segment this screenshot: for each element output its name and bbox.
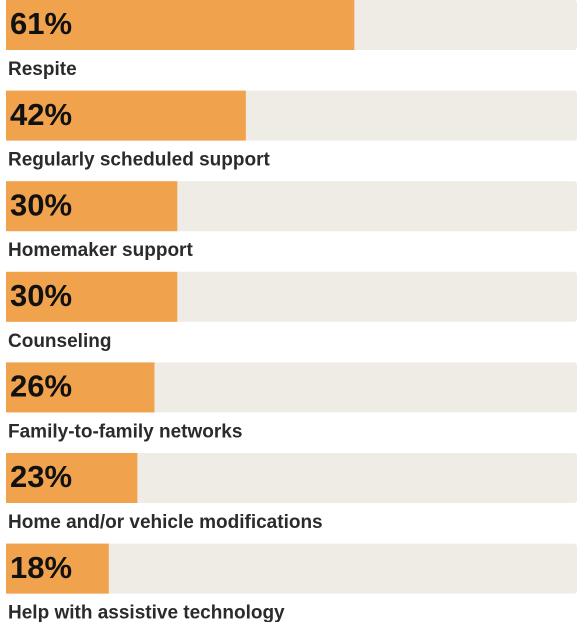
- value-label: 42%: [10, 97, 72, 132]
- bar: [6, 271, 178, 322]
- value-label: 61%: [10, 6, 72, 41]
- bar: [6, 543, 109, 594]
- bar-track: [6, 543, 577, 594]
- bar: [6, 181, 178, 232]
- category-label: Respite: [8, 59, 77, 80]
- value-label: 18%: [10, 550, 72, 585]
- value-label: 30%: [10, 187, 72, 222]
- bar: [6, 453, 138, 503]
- category-label: Regularly scheduled support: [8, 150, 270, 171]
- category-label: Help with assistive technology: [8, 603, 285, 622]
- value-label: 26%: [10, 369, 72, 404]
- bar-track: [6, 453, 577, 503]
- category-label: Homemaker support: [8, 240, 193, 261]
- category-label: Family-to-family networks: [8, 421, 242, 442]
- category-label: Home and/or vehicle modifications: [8, 512, 323, 533]
- value-label: 30%: [10, 278, 72, 313]
- bar: [6, 0, 355, 50]
- bar: [6, 90, 246, 141]
- category-label: Counseling: [8, 331, 111, 352]
- value-label: 23%: [10, 459, 72, 494]
- bar: [6, 362, 155, 413]
